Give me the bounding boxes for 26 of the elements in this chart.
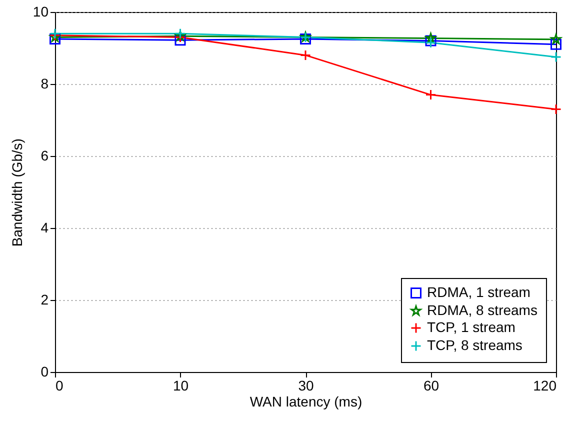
point	[425, 89, 436, 100]
x-tick-label: 120	[533, 378, 557, 394]
legend-label: TCP, 8 streams	[427, 337, 522, 353]
x-tick-label: 10	[172, 378, 189, 394]
point	[300, 50, 311, 61]
legend-label: RDMA, 8 streams	[427, 302, 538, 318]
y-tick-label: 2	[40, 292, 49, 308]
y-tick-label: 4	[40, 220, 49, 236]
y-tick-label: 6	[40, 148, 49, 164]
point	[550, 34, 562, 44]
x-tick-label: 60	[423, 378, 440, 394]
point	[550, 52, 562, 62]
x-axis-title: WAN latency (ms)	[250, 394, 362, 410]
y-tick-label: 8	[40, 76, 49, 92]
legend-label: RDMA, 1 stream	[427, 284, 530, 300]
y-axis-title: Bandwidth (Gb/s)	[8, 138, 25, 247]
x-tick-label: 30	[298, 378, 314, 394]
point	[550, 38, 562, 50]
point	[425, 32, 436, 43]
y-tick-label: 0	[40, 364, 49, 380]
point	[550, 104, 562, 115]
legend-label: TCP, 1 stream	[427, 319, 516, 335]
point	[174, 28, 186, 40]
x-tick-label: 0	[56, 378, 64, 394]
point	[174, 34, 186, 46]
y-tick-label: 10	[32, 4, 49, 20]
